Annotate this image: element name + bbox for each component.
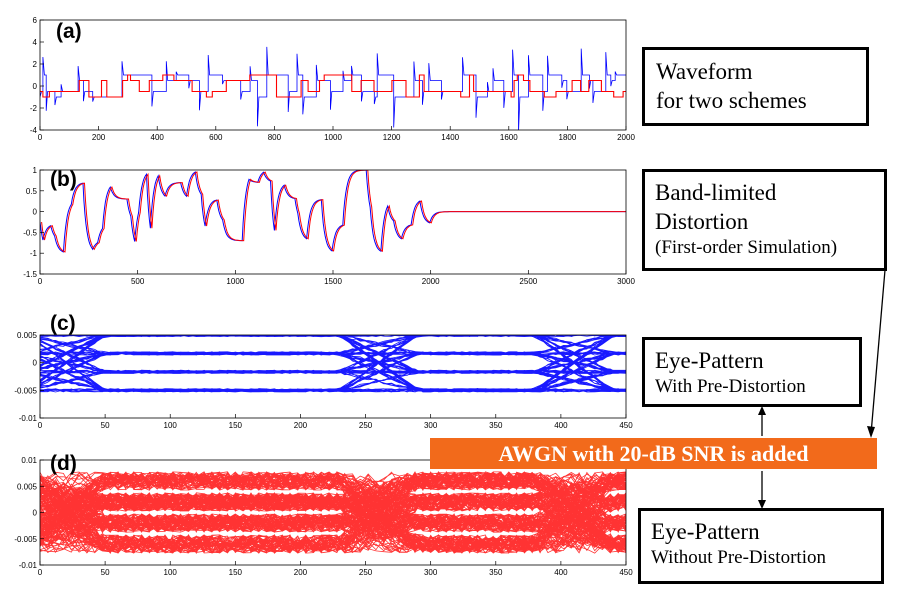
x-tick-label: 500 bbox=[131, 277, 145, 286]
x-tick-label: 100 bbox=[164, 568, 178, 577]
y-tick-label: 0 bbox=[33, 509, 38, 518]
x-tick-label: 200 bbox=[294, 421, 308, 430]
callout-eye-with-line1: Eye-Pattern bbox=[655, 348, 764, 373]
x-tick-label: 400 bbox=[554, 421, 568, 430]
panel-2: 0 500 1000 1500 2000 2500 3000 -1.5 -1 -0.5 0 0.5 1 (… bbox=[23, 166, 635, 286]
awgn-banner: AWGN with 20-dB SNR is added bbox=[430, 438, 877, 469]
callout-distortion-line1: Band-limited bbox=[655, 180, 777, 205]
plot-area bbox=[40, 46, 626, 130]
x-tick-label: 600 bbox=[209, 133, 223, 142]
x-tick-label: 400 bbox=[554, 568, 568, 577]
x-tick-label: 1800 bbox=[559, 133, 577, 142]
callout-eye-without-line2: Without Pre-Distortion bbox=[651, 547, 826, 568]
series-red-line bbox=[41, 170, 626, 253]
callout-eye-with: Eye-Pattern With Pre-Distortion bbox=[642, 337, 862, 407]
y-tick-label: -0.005 bbox=[14, 535, 37, 544]
panel-label: (d) bbox=[50, 452, 77, 475]
y-tick-label: 0.01 bbox=[21, 456, 37, 465]
y-tick-label: 0 bbox=[33, 82, 38, 91]
x-tick-label: 150 bbox=[229, 568, 243, 577]
x-tick-label: 350 bbox=[489, 421, 503, 430]
callout-distortion-line3: (First-order Simulation) bbox=[655, 237, 838, 258]
x-tick-label: 50 bbox=[101, 568, 110, 577]
x-tick-label: 2000 bbox=[617, 133, 635, 142]
callout-eye-with-line2: With Pre-Distortion bbox=[655, 376, 806, 397]
y-tick-label: 0 bbox=[33, 208, 38, 217]
callout-distortion: Band-limited Distortion (First-order Sim… bbox=[642, 169, 887, 271]
x-tick-label: 300 bbox=[424, 568, 438, 577]
y-tick-label: 0.005 bbox=[17, 482, 38, 491]
y-tick-label: 2 bbox=[33, 60, 38, 69]
x-tick-label: 2000 bbox=[422, 277, 440, 286]
x-tick-label: 800 bbox=[268, 133, 282, 142]
panel-1: 0 200 400 600 800 1000 1200 1400 1600 1800 2000 -4 -… bbox=[30, 16, 636, 142]
y-tick-label: -0.005 bbox=[14, 386, 37, 395]
y-tick-label: 0 bbox=[33, 359, 38, 368]
panel-3: 0 50 100 150 200 250 300 350 400 450 -0.01 -0.005 0 0… bbox=[14, 312, 633, 430]
callout-distortion-line2: Distortion bbox=[655, 209, 749, 234]
series-blue-line bbox=[40, 170, 626, 253]
panel-label: (b) bbox=[50, 168, 77, 191]
x-tick-label: 0 bbox=[38, 421, 43, 430]
x-tick-label: 0 bbox=[38, 277, 43, 286]
x-tick-label: 2500 bbox=[519, 277, 537, 286]
callout-eye-without-line1: Eye-Pattern bbox=[651, 519, 760, 544]
x-tick-label: 0 bbox=[38, 133, 43, 142]
y-tick-label: -4 bbox=[30, 126, 38, 135]
x-tick-label: 450 bbox=[619, 568, 633, 577]
x-tick-label: 1000 bbox=[324, 133, 342, 142]
x-tick-label: 250 bbox=[359, 421, 373, 430]
panel-4: 0 50 100 150 200 250 300 350 400 450 -0.01 -0.005 0 0… bbox=[14, 452, 633, 577]
series-red-line bbox=[40, 74, 626, 98]
series-blue-line bbox=[40, 46, 626, 130]
y-tick-label: -0.5 bbox=[23, 228, 37, 237]
y-tick-label: -1.5 bbox=[23, 270, 37, 279]
plot-area bbox=[40, 335, 626, 393]
callout-eye-without: Eye-Pattern Without Pre-Distortion bbox=[638, 508, 884, 584]
x-tick-label: 1000 bbox=[226, 277, 244, 286]
panel-label: (c) bbox=[50, 312, 76, 335]
x-tick-label: 1200 bbox=[383, 133, 401, 142]
x-tick-label: 350 bbox=[489, 568, 503, 577]
y-tick-label: 4 bbox=[33, 38, 38, 47]
x-tick-label: 200 bbox=[294, 568, 308, 577]
callout-waveform: Waveform for two schemes bbox=[642, 47, 869, 126]
y-tick-label: 1 bbox=[33, 166, 38, 175]
callout-waveform-line2: for two schemes bbox=[656, 88, 807, 113]
y-tick-label: 6 bbox=[33, 16, 38, 25]
x-tick-label: 100 bbox=[164, 421, 178, 430]
panel-label: (a) bbox=[56, 20, 82, 43]
plot-area bbox=[40, 470, 626, 555]
y-tick-label: -0.01 bbox=[19, 414, 38, 423]
x-tick-label: 0 bbox=[38, 568, 43, 577]
axes-frame bbox=[39, 169, 627, 275]
x-tick-label: 200 bbox=[92, 133, 106, 142]
x-tick-label: 250 bbox=[359, 568, 373, 577]
series-blue-traces bbox=[40, 335, 626, 393]
arrowhead-up bbox=[758, 406, 766, 415]
x-tick-label: 300 bbox=[424, 421, 438, 430]
x-tick-label: 1600 bbox=[500, 133, 518, 142]
x-tick-label: 1500 bbox=[324, 277, 342, 286]
y-tick-label: -1 bbox=[30, 249, 38, 258]
x-tick-label: 450 bbox=[619, 421, 633, 430]
callout-waveform-line1: Waveform bbox=[656, 59, 753, 84]
arrows bbox=[758, 269, 886, 509]
x-tick-label: 150 bbox=[229, 421, 243, 430]
series-red-traces bbox=[40, 470, 626, 555]
y-tick-label: 0.5 bbox=[26, 187, 38, 196]
x-tick-label: 400 bbox=[151, 133, 165, 142]
arrowhead-distortion bbox=[867, 426, 875, 438]
axes-frame bbox=[39, 334, 627, 419]
x-tick-label: 50 bbox=[101, 421, 110, 430]
plot-area bbox=[40, 170, 626, 253]
y-tick-label: -2 bbox=[30, 104, 38, 113]
x-tick-label: 3000 bbox=[617, 277, 635, 286]
arrowhead-down bbox=[758, 500, 766, 509]
x-tick-label: 1400 bbox=[441, 133, 459, 142]
y-tick-label: 0.005 bbox=[17, 331, 38, 340]
arrow-distortion-to-awgn bbox=[870, 269, 886, 435]
y-tick-label: -0.01 bbox=[19, 561, 38, 570]
